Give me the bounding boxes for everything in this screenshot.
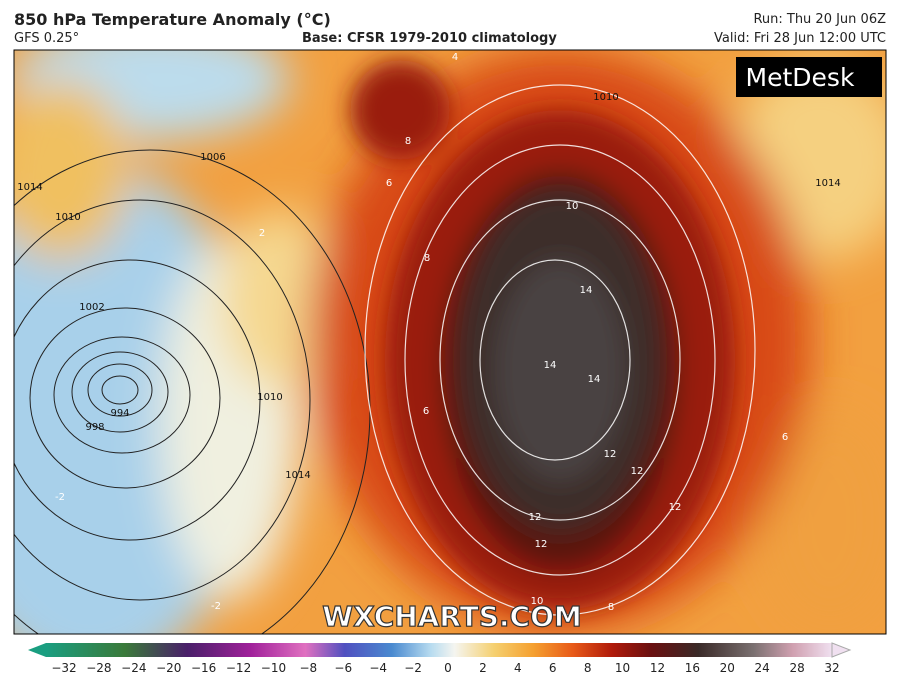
colorbar-tick-label: 0 — [444, 661, 452, 675]
anomaly-label: 12 — [529, 512, 542, 523]
colorbar-tick-label: −2 — [404, 661, 422, 675]
map-frame — [13, 49, 887, 635]
anomaly-label: -2 — [55, 492, 65, 503]
isobar-label: 1014 — [815, 178, 840, 189]
run: Run: Thu 20 Jun 06Z — [753, 12, 886, 27]
colorbar-tick-label: −6 — [334, 661, 352, 675]
field — [14, 50, 886, 634]
colorbar-tick-label: 12 — [650, 661, 665, 675]
anomaly-label: 12 — [535, 539, 548, 550]
colorbar-tick-label: 24 — [755, 661, 770, 675]
anomaly-label: 14 — [588, 374, 601, 385]
colorbar-tick-label: 8 — [584, 661, 592, 675]
anomaly-label: 12 — [669, 502, 682, 513]
anomaly-label: 10 — [566, 201, 579, 212]
anomaly-label: 10 — [531, 596, 544, 607]
isobar-label: 1010 — [593, 92, 618, 103]
anomaly-label: 14 — [580, 285, 593, 296]
colorbar-tick-label: −8 — [300, 661, 318, 675]
anomaly-label: 12 — [604, 449, 617, 460]
logo-box — [736, 57, 882, 97]
isobar-label: 1010 — [257, 392, 282, 403]
watermark: WXCHARTS.COM — [322, 600, 582, 633]
anomaly-label: 6 — [423, 406, 429, 417]
colorbar-tick-label: 4 — [514, 661, 522, 675]
logo: MetDesk — [746, 63, 855, 92]
colorbar-tick-label: −24 — [121, 661, 146, 675]
colorbar-high-arrow — [831, 642, 852, 658]
colorbar-tick-label: −32 — [51, 661, 76, 675]
isobar-label: 1002 — [79, 302, 104, 313]
anomaly-contours — [364, 84, 756, 616]
colorbar-tick-label: −16 — [191, 661, 216, 675]
model: GFS 0.25° — [14, 31, 80, 46]
anomaly-label: 6 — [386, 178, 392, 189]
colorbar-tick-label: 2 — [479, 661, 487, 675]
anomaly-label: 12 — [631, 466, 644, 477]
colorbar-tick-label: 10 — [615, 661, 630, 675]
isobar-label: 1006 — [200, 152, 225, 163]
title: 850 hPa Temperature Anomaly (°C) — [14, 10, 331, 29]
colorbar-tick-label: 16 — [685, 661, 700, 675]
isobar-label: 1014 — [285, 470, 310, 481]
colorbar-tick-label: −10 — [261, 661, 286, 675]
isobar-label: 994 — [110, 408, 129, 419]
anomaly-label: 14 — [544, 360, 557, 371]
base: Base: CFSR 1979-2010 climatology — [302, 31, 557, 46]
anomaly-label: 8 — [424, 253, 430, 264]
colorbar-tick-label: 32 — [824, 661, 839, 675]
anomaly-label: 8 — [608, 602, 614, 613]
colorbar — [46, 643, 832, 657]
colorbar-low-arrow — [28, 643, 46, 657]
colorbar-tick-label: −28 — [86, 661, 111, 675]
colorbar-tick-label: −12 — [226, 661, 251, 675]
colorbar-tick-label: −4 — [369, 661, 387, 675]
colorbar-tick-label: 28 — [789, 661, 804, 675]
colorbar-tick-label: −20 — [156, 661, 181, 675]
anomaly-label: 8 — [405, 136, 411, 147]
isobar-label: 1014 — [17, 182, 42, 193]
valid: Valid: Fri 28 Jun 12:00 UTC — [714, 31, 886, 46]
anomaly-label: 4 — [452, 52, 458, 63]
isobar-label: 998 — [85, 422, 104, 433]
anomaly-label: -2 — [211, 601, 221, 612]
anomaly-label: 6 — [782, 432, 788, 443]
colorbar-tick-label: 6 — [549, 661, 557, 675]
anomaly-label: 2 — [259, 228, 265, 239]
isobar-label: 1010 — [55, 212, 80, 223]
colorbar-tick-label: 20 — [720, 661, 735, 675]
